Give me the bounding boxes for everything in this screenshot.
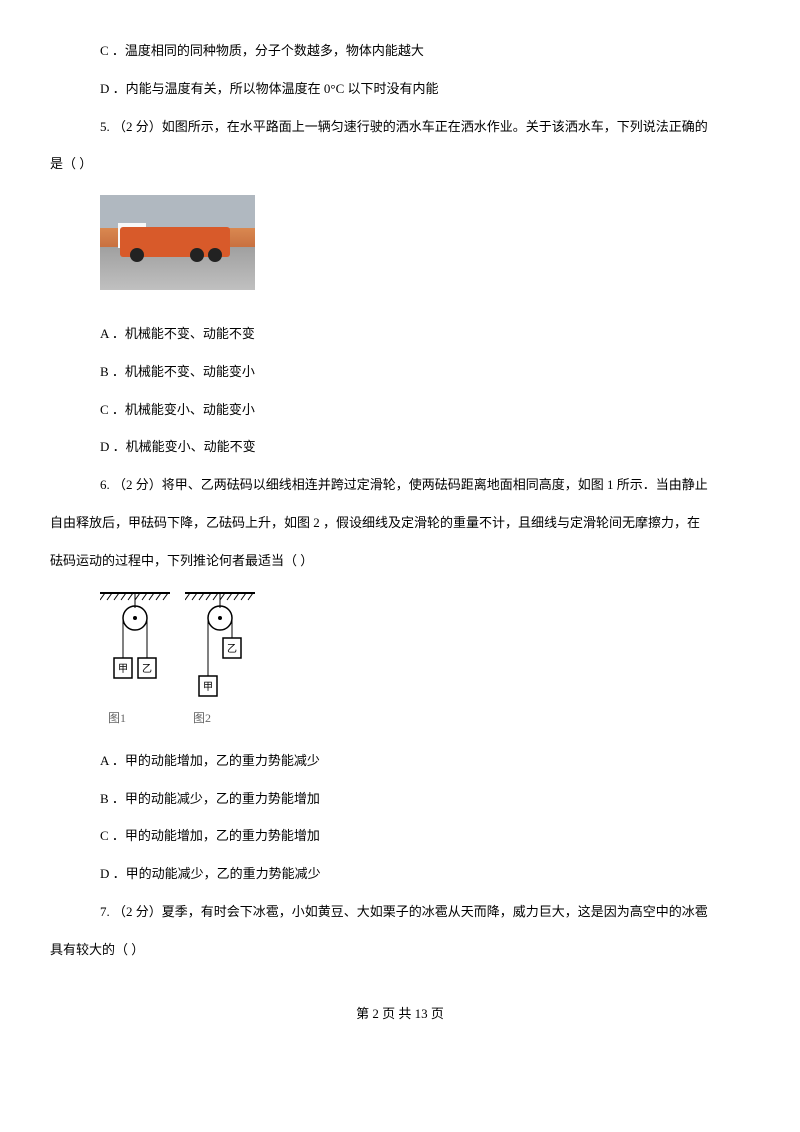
document-page: C ．温度相同的同种物质，分子个数越多，物体内能越大 D ．内能与温度有关，所以…: [0, 0, 800, 1050]
question-5-line1: 5. （2 分）如图所示，在水平路面上一辆匀速行驶的洒水车正在洒水作业。关于该洒…: [50, 110, 750, 144]
question-7-line2: 具有较大的（ ）: [50, 933, 750, 967]
svg-text:乙: 乙: [227, 643, 237, 655]
option-c: C ．温度相同的同种物质，分子个数越多，物体内能越大: [50, 34, 750, 68]
figure-1-label: 图1: [100, 703, 170, 734]
figure-2-label: 图2: [185, 703, 255, 734]
truck-image: [100, 195, 255, 290]
q5-option-b: B ．机械能不变、动能变小: [50, 355, 750, 389]
option-d: D ．内能与温度有关，所以物体温度在 0°C 以下时没有内能: [50, 72, 750, 106]
question-6-line3: 砝码运动的过程中，下列推论何者最适当（ ）: [50, 544, 750, 578]
q5-option-d: D ．机械能变小、动能不变: [50, 430, 750, 464]
q6-option-d: D ．甲的动能减少，乙的重力势能减少: [50, 857, 750, 891]
question-6-line2: 自由释放后，甲砝码下降，乙砝码上升，如图 2 ，假设细线及定滑轮的重量不计，且细…: [50, 506, 750, 540]
pulley-svg-2: 甲 乙: [185, 588, 255, 698]
question-5-line2: 是（ ）: [50, 147, 750, 181]
q5-option-c: C ．机械能变小、动能变小: [50, 393, 750, 427]
page-footer: 第 2 页 共 13 页: [50, 997, 750, 1031]
pulley-diagrams: 甲 乙 图1 甲: [100, 588, 750, 734]
pulley-figure-1: 甲 乙 图1: [100, 588, 170, 734]
q6-option-c: C ．甲的动能增加，乙的重力势能增加: [50, 819, 750, 853]
q5-option-a: A ．机械能不变、动能不变: [50, 317, 750, 351]
svg-text:甲: 甲: [203, 682, 213, 693]
q6-option-a: A ．甲的动能增加，乙的重力势能减少: [50, 744, 750, 778]
question-6-line1: 6. （2 分）将甲、乙两砝码以细线相连并跨过定滑轮，使两砝码距离地面相同高度，…: [50, 468, 750, 502]
svg-text:甲: 甲: [118, 664, 128, 675]
pulley-svg-1: 甲 乙: [100, 588, 170, 698]
svg-text:乙: 乙: [142, 663, 152, 675]
pulley-figure-2: 甲 乙 图2: [185, 588, 255, 734]
question-7-line1: 7. （2 分）夏季，有时会下冰雹，小如黄豆、大如栗子的冰雹从天而降，威力巨大，…: [50, 895, 750, 929]
q6-option-b: B ．甲的动能减少，乙的重力势能增加: [50, 782, 750, 816]
